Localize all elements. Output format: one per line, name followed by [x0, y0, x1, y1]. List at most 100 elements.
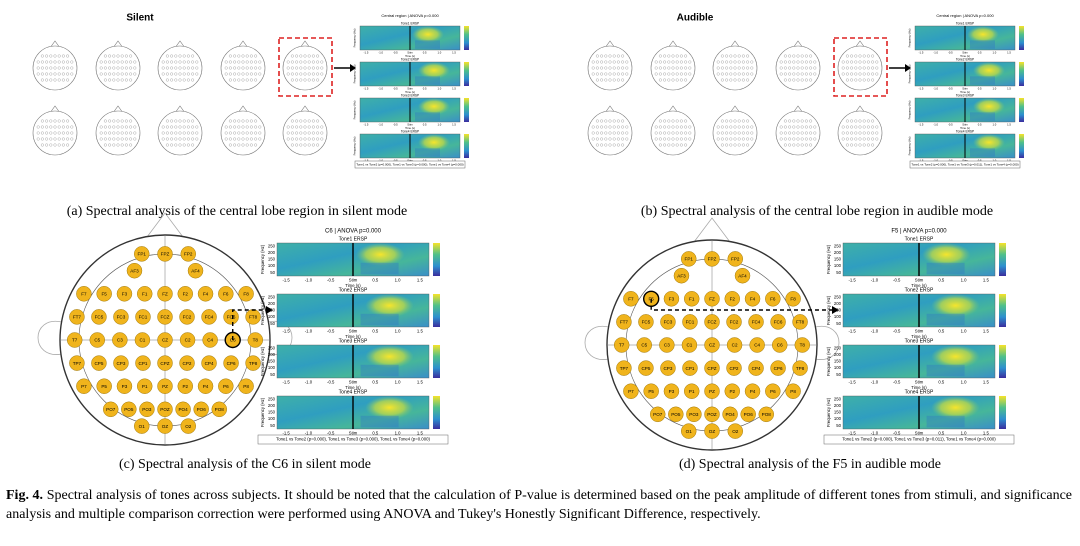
x-tick-label: 0.5	[938, 329, 945, 334]
sensor-dot	[858, 60, 862, 64]
electrode-label: P1	[142, 384, 148, 389]
x-tick-label: Stim	[349, 380, 358, 385]
y-tick-label: 200	[268, 403, 276, 408]
nose	[146, 212, 184, 238]
electrode	[113, 309, 129, 325]
electrode	[223, 355, 239, 371]
electrode	[66, 332, 83, 348]
sensor-dot	[684, 143, 688, 147]
ear-left	[584, 325, 610, 360]
electrode	[623, 383, 639, 399]
x-axis-label: Time (s)	[911, 385, 927, 390]
sensor-dot	[788, 66, 792, 70]
sensor-dot	[103, 78, 107, 82]
colorbar	[1019, 26, 1024, 50]
electrode	[724, 291, 741, 307]
sensor-dot	[688, 125, 692, 129]
sensor-dot	[845, 72, 849, 76]
y-tick-label: 150	[268, 410, 276, 415]
electrode-label: F6	[770, 297, 776, 302]
sensor-dot	[112, 54, 116, 58]
sensor-dot	[299, 119, 303, 123]
x-tick-label: 0.5	[978, 51, 982, 55]
electrode-label: AF4	[738, 273, 747, 278]
sensor-dot	[616, 131, 620, 135]
sensor-dot	[165, 119, 169, 123]
sensor-dot	[307, 143, 311, 147]
colorbar	[464, 62, 469, 86]
low-power	[415, 148, 440, 157]
sensor-dot	[658, 143, 662, 147]
electrode	[765, 291, 781, 307]
sensor-dot	[595, 119, 599, 123]
sensor-dot	[684, 78, 688, 82]
electrode	[785, 291, 801, 307]
sensor-dot	[866, 66, 870, 70]
sensor-dot	[729, 60, 733, 64]
subplot-title: Tone4 ERSP	[956, 129, 974, 133]
sensor-dot	[241, 60, 245, 64]
sensor-dot	[191, 66, 195, 70]
x-tick-label: -0.5	[948, 123, 953, 127]
x-tick-label: -1.0	[871, 278, 879, 283]
sensor-dot	[675, 143, 679, 147]
sensor-dot	[108, 137, 112, 141]
sensor-dot	[245, 143, 249, 147]
sensor-dot	[604, 54, 608, 58]
sensor-dot	[658, 137, 662, 141]
sensor-dot	[737, 60, 741, 64]
x-tick-label: Stim	[349, 431, 358, 436]
subfigure-caption: (c) Spectral analysis of the C6 in silen…	[119, 457, 371, 472]
sensor-dot	[671, 72, 675, 76]
sensor-dot	[663, 137, 667, 141]
power-blob	[973, 62, 1005, 79]
sensor-dot	[741, 54, 745, 58]
x-tick-label: -1.5	[848, 380, 856, 385]
sensor-dot	[850, 119, 854, 123]
sensor-dot	[133, 60, 137, 64]
sensor-dot	[295, 60, 299, 64]
sensor-dot	[258, 131, 262, 135]
electrode-label: C4	[207, 338, 213, 343]
sensor-dot	[654, 137, 658, 141]
sensor-dot	[725, 125, 729, 129]
electrode-label: P4	[203, 384, 209, 389]
sensor-dot	[186, 119, 190, 123]
sensor-dot	[625, 125, 629, 129]
sensor-dot	[608, 137, 612, 141]
y-tick-label: 150	[834, 359, 842, 364]
sensor-dot	[53, 131, 57, 135]
sensor-dot	[608, 54, 612, 58]
electrode-label: F1	[142, 292, 148, 297]
power-blob	[356, 243, 405, 267]
x-tick-label: -1.5	[364, 87, 369, 91]
sensor-dot	[40, 143, 44, 147]
electrode-label: T7	[619, 343, 625, 348]
sensor-dot	[871, 119, 875, 123]
electrode	[758, 406, 775, 423]
nose	[668, 105, 678, 112]
electrode-label: P3	[122, 384, 128, 389]
electrode-label: FP2	[184, 252, 193, 257]
sensor-dot	[792, 78, 796, 82]
sensor-dot	[290, 54, 294, 58]
y-axis-label: Frequency (Hz)	[826, 346, 831, 376]
sensor-dot	[57, 66, 61, 70]
sensor-dot	[108, 78, 112, 82]
sensor-dot	[604, 125, 608, 129]
sensor-dot	[57, 143, 61, 147]
subfigure-caption: (b) Spectral analysis of the central lob…	[641, 204, 993, 219]
sensor-dot	[850, 60, 854, 64]
sensor-dot	[224, 137, 228, 141]
arrow-head	[266, 306, 273, 314]
y-tick-label: 100	[834, 416, 842, 421]
sensor-dot	[858, 143, 862, 147]
sensor-dot	[809, 54, 813, 58]
sensor-dot	[299, 54, 303, 58]
sensor-dot	[871, 143, 875, 147]
sensor-dot	[725, 54, 729, 58]
sensor-dot	[862, 119, 866, 123]
y-tick-label: 100	[834, 314, 842, 319]
x-tick-label: -1.0	[871, 329, 879, 334]
electrode	[134, 332, 151, 348]
